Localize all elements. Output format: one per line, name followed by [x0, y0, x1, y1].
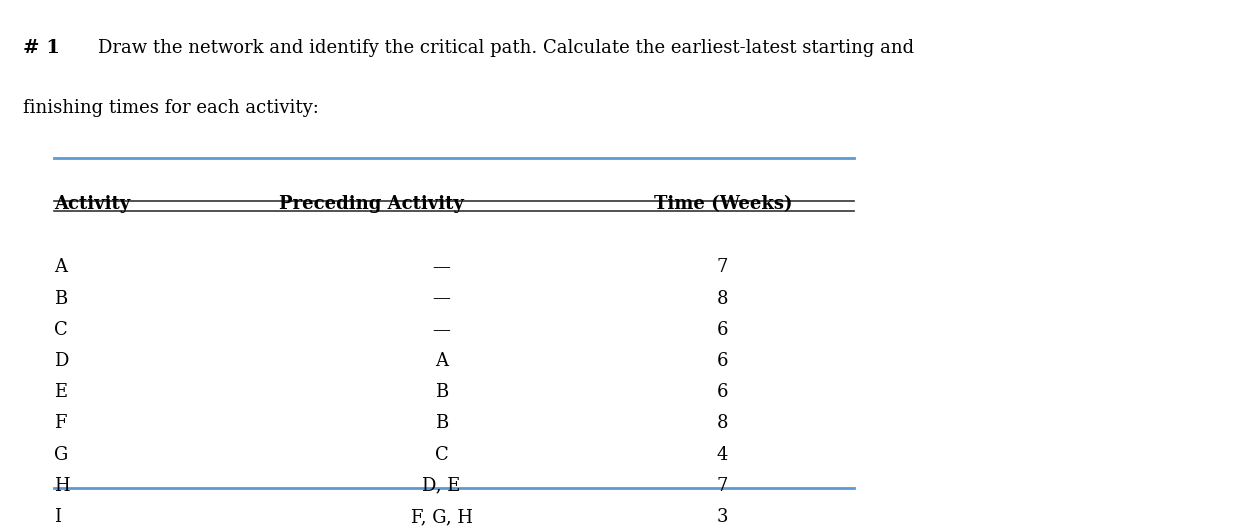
- Text: 6: 6: [717, 321, 728, 339]
- Text: A: A: [435, 352, 448, 370]
- Text: D: D: [54, 352, 68, 370]
- Text: —: —: [433, 289, 450, 307]
- Text: C: C: [435, 446, 448, 464]
- Text: —: —: [433, 321, 450, 339]
- Text: 6: 6: [717, 352, 728, 370]
- Text: F: F: [54, 414, 67, 432]
- Text: C: C: [54, 321, 68, 339]
- Text: B: B: [54, 289, 68, 307]
- Text: E: E: [54, 383, 67, 401]
- Text: # 1: # 1: [23, 39, 60, 57]
- Text: finishing times for each activity:: finishing times for each activity:: [23, 99, 318, 117]
- Text: B: B: [435, 383, 448, 401]
- Text: I: I: [54, 508, 62, 526]
- Text: G: G: [54, 446, 68, 464]
- Text: D, E: D, E: [423, 476, 460, 494]
- Text: F, G, H: F, G, H: [410, 508, 473, 526]
- Text: 4: 4: [717, 446, 728, 464]
- Text: Activity: Activity: [54, 196, 131, 214]
- Text: 7: 7: [717, 476, 728, 494]
- Text: 6: 6: [717, 383, 728, 401]
- Text: 8: 8: [717, 414, 728, 432]
- Text: Draw the network and identify the critical path. Calculate the earliest-latest s: Draw the network and identify the critic…: [98, 39, 915, 57]
- Text: 7: 7: [717, 258, 728, 276]
- Text: —: —: [433, 258, 450, 276]
- Text: Time (Weeks): Time (Weeks): [654, 196, 793, 214]
- Text: 8: 8: [717, 289, 728, 307]
- Text: 3: 3: [717, 508, 728, 526]
- Text: Preceding Activity: Preceding Activity: [279, 196, 464, 214]
- Text: H: H: [54, 476, 69, 494]
- Text: A: A: [54, 258, 67, 276]
- Text: B: B: [435, 414, 448, 432]
